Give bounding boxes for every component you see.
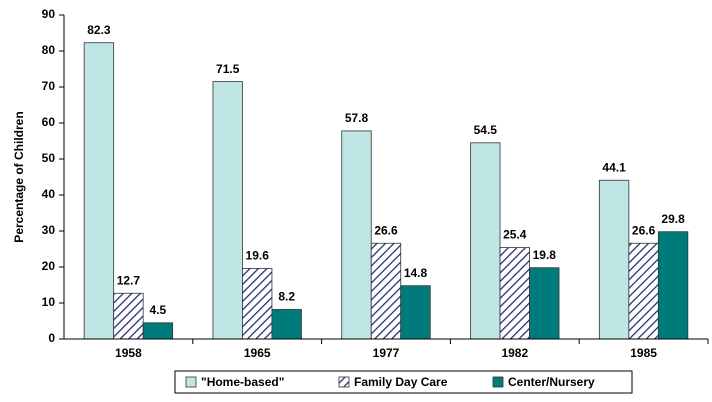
value-label: 4.5 xyxy=(150,303,167,317)
bar xyxy=(341,130,372,340)
legend-box xyxy=(174,370,633,394)
legend-label: "Home-based" xyxy=(201,375,284,389)
y-tick-label: 20 xyxy=(42,259,56,273)
y-tick-label: 90 xyxy=(42,7,56,21)
value-label: 25.4 xyxy=(503,228,527,242)
x-tick-label: 1982 xyxy=(501,346,528,360)
value-label: 44.1 xyxy=(602,160,626,174)
value-label: 26.6 xyxy=(374,223,398,237)
y-tick-label: 70 xyxy=(42,79,56,93)
bar xyxy=(370,242,402,340)
x-tick-label: 1958 xyxy=(115,346,142,360)
bar xyxy=(113,292,144,340)
legend-swatch xyxy=(185,376,197,388)
bar xyxy=(529,267,560,340)
bar xyxy=(142,322,174,340)
y-tick-label: 40 xyxy=(42,187,56,201)
y-axis-label: Percentage of Children xyxy=(12,111,26,242)
bar xyxy=(83,42,115,340)
value-label: 82.3 xyxy=(87,23,111,37)
bar xyxy=(470,142,501,340)
value-label: 19.6 xyxy=(246,249,270,263)
value-label: 71.5 xyxy=(216,62,240,76)
bar xyxy=(400,285,431,340)
value-label: 8.2 xyxy=(278,290,295,304)
legend-swatch xyxy=(492,376,504,388)
bar xyxy=(499,247,530,340)
x-tick-label: 1985 xyxy=(630,346,657,360)
y-tick-label: 10 xyxy=(42,295,56,309)
bar xyxy=(657,231,689,340)
y-tick-label: 50 xyxy=(42,151,56,165)
bar xyxy=(242,268,273,340)
value-label: 12.7 xyxy=(117,273,141,287)
value-label: 54.5 xyxy=(474,123,498,137)
legend-label: Center/Nursery xyxy=(508,375,595,389)
x-tick-label: 1965 xyxy=(244,346,271,360)
y-tick-label: 0 xyxy=(48,331,55,345)
y-tick-label: 30 xyxy=(42,223,56,237)
y-tick-label: 60 xyxy=(42,115,56,129)
x-tick-label: 1977 xyxy=(373,346,400,360)
value-label: 19.8 xyxy=(533,248,557,262)
legend-swatch xyxy=(338,376,350,388)
value-label: 26.6 xyxy=(632,223,656,237)
value-label: 57.8 xyxy=(345,111,369,125)
bar xyxy=(271,309,302,340)
bar xyxy=(212,81,243,340)
bar xyxy=(628,242,659,340)
bar xyxy=(598,179,630,340)
legend-label: Family Day Care xyxy=(354,375,448,389)
value-label: 14.8 xyxy=(404,266,428,280)
value-label: 29.8 xyxy=(661,212,685,226)
y-tick-label: 80 xyxy=(42,43,56,57)
